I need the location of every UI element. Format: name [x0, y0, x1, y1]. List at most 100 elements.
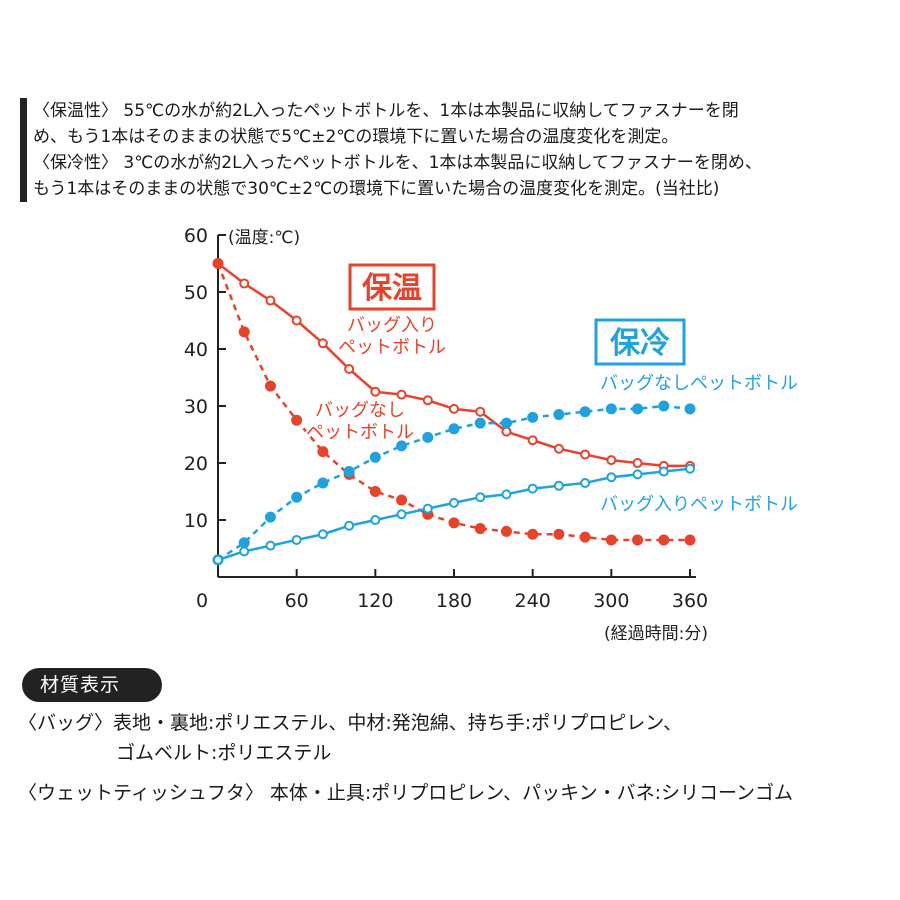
data-point	[580, 477, 591, 488]
y-tick-label: 10	[184, 510, 208, 532]
y-tick-label: 50	[184, 282, 208, 304]
x-tick-label: 0	[196, 590, 208, 612]
data-point	[238, 326, 250, 338]
data-point	[317, 529, 328, 540]
data-point	[501, 489, 512, 500]
data-point	[632, 469, 643, 480]
data-point	[658, 466, 669, 477]
y-tick-label: 20	[184, 453, 208, 475]
x-tick-label: 360	[672, 590, 708, 612]
x-tick-label: 240	[515, 590, 551, 612]
data-point	[500, 525, 512, 537]
data-point	[344, 363, 355, 374]
group-title: 保冷	[610, 326, 670, 361]
data-point	[422, 395, 433, 406]
data-point	[684, 403, 696, 415]
data-point	[344, 520, 355, 531]
data-point	[658, 400, 670, 412]
y-axis-title: (温度:℃)	[228, 228, 300, 248]
data-point	[527, 435, 538, 446]
series-label: バッグなしペットボトル	[600, 373, 798, 394]
data-point	[632, 403, 644, 415]
x-axis-title: (経過時間:分)	[604, 624, 708, 644]
data-point	[501, 426, 512, 437]
data-point	[449, 497, 459, 508]
group-title: 保温	[362, 271, 422, 306]
data-point	[500, 417, 512, 429]
data-point	[369, 451, 381, 463]
data-point	[369, 486, 381, 497]
data-point	[553, 480, 564, 491]
data-point	[396, 389, 407, 400]
data-point	[396, 509, 407, 520]
data-point	[553, 409, 565, 421]
data-point	[370, 386, 381, 397]
data-point	[264, 380, 276, 392]
materials-bag-line-2: ゴムベルト:ポリエステル	[116, 742, 332, 764]
data-point	[475, 406, 486, 417]
x-tick-label: 120	[357, 590, 393, 612]
chart-axes: 10 20 30 40 50 60 0 60 120 180 240 300 360 (温度:℃) (経過時…	[184, 225, 708, 644]
data-point	[448, 423, 460, 435]
x-tick-label: 60	[285, 590, 309, 612]
data-point	[291, 534, 302, 545]
data-point	[553, 443, 564, 454]
data-point	[475, 492, 486, 503]
data-point	[474, 523, 486, 535]
data-point	[632, 534, 644, 546]
data-point	[527, 483, 538, 494]
data-point	[291, 315, 302, 326]
data-point	[580, 449, 591, 460]
series-label: バッグ入りペットボトル	[600, 494, 798, 515]
data-point	[553, 528, 565, 540]
data-point	[396, 494, 408, 506]
data-point	[606, 472, 617, 483]
series-label: ペットボトル	[306, 422, 414, 443]
y-tick-label: 30	[184, 396, 208, 418]
x-tick-label: 180	[436, 590, 472, 612]
data-point	[213, 554, 223, 565]
data-point	[317, 477, 329, 489]
description-line-4: もう1本はそのままの状態で30℃±2℃の環境下に置いた場合の温度変化を測定。(当…	[33, 179, 720, 199]
y-tick-label: 40	[184, 339, 208, 361]
temperature-chart: 10 20 30 40 50 60 0 60 120 180 240 300 360 (温度:℃) (経過時…	[184, 225, 800, 644]
y-tick-label: 60	[184, 225, 208, 247]
data-point	[317, 338, 328, 349]
data-point	[579, 406, 591, 418]
data-point	[579, 531, 591, 543]
data-point	[291, 491, 303, 503]
data-point	[343, 466, 355, 478]
data-point	[422, 431, 434, 443]
x-tick-label: 300	[593, 590, 629, 612]
data-point	[658, 534, 670, 546]
data-point	[422, 503, 433, 514]
test-description: 〈保温性〉 55℃の水が約2L入ったペットボトルを、1本は本製品に収納してファス…	[20, 98, 900, 202]
series-label: バッグなし	[315, 400, 405, 421]
data-point	[527, 528, 539, 540]
data-point	[684, 534, 696, 546]
data-point	[474, 417, 486, 429]
group-title-box	[594, 318, 686, 366]
data-point	[370, 515, 381, 525]
data-point	[291, 414, 303, 426]
data-point	[265, 295, 276, 306]
data-point	[238, 537, 250, 549]
materials-lid-line: 〈ウェットティッシュフタ〉 本体・止具:ポリプロピレン、パッキン・バネ:シリコー…	[18, 782, 794, 804]
data-point	[212, 258, 224, 269]
data-point	[396, 440, 408, 452]
data-point	[239, 278, 250, 289]
data-point	[605, 403, 617, 415]
series-label: ペットボトル	[338, 337, 446, 358]
data-point	[317, 446, 329, 458]
series-label: バッグ入り	[347, 315, 437, 336]
data-point	[448, 517, 460, 529]
data-point	[606, 455, 617, 466]
description-line-3: 〈保冷性〉 3℃の水が約2L入ったペットボトルを、1本は本製品に収納してファスナ…	[33, 153, 762, 173]
data-point	[264, 511, 276, 523]
description-line-1: 〈保温性〉 55℃の水が約2L入ったペットボトルを、1本は本製品に収納してファス…	[33, 101, 739, 121]
data-point	[632, 458, 643, 468]
group-title-box	[348, 263, 436, 311]
data-point	[605, 534, 617, 546]
materials-bag-line-1: 〈バッグ〉表地・裏地:ポリエステル、中材:発泡綿、持ち手:ポリプロピレン、	[18, 712, 683, 734]
data-point	[239, 546, 250, 557]
